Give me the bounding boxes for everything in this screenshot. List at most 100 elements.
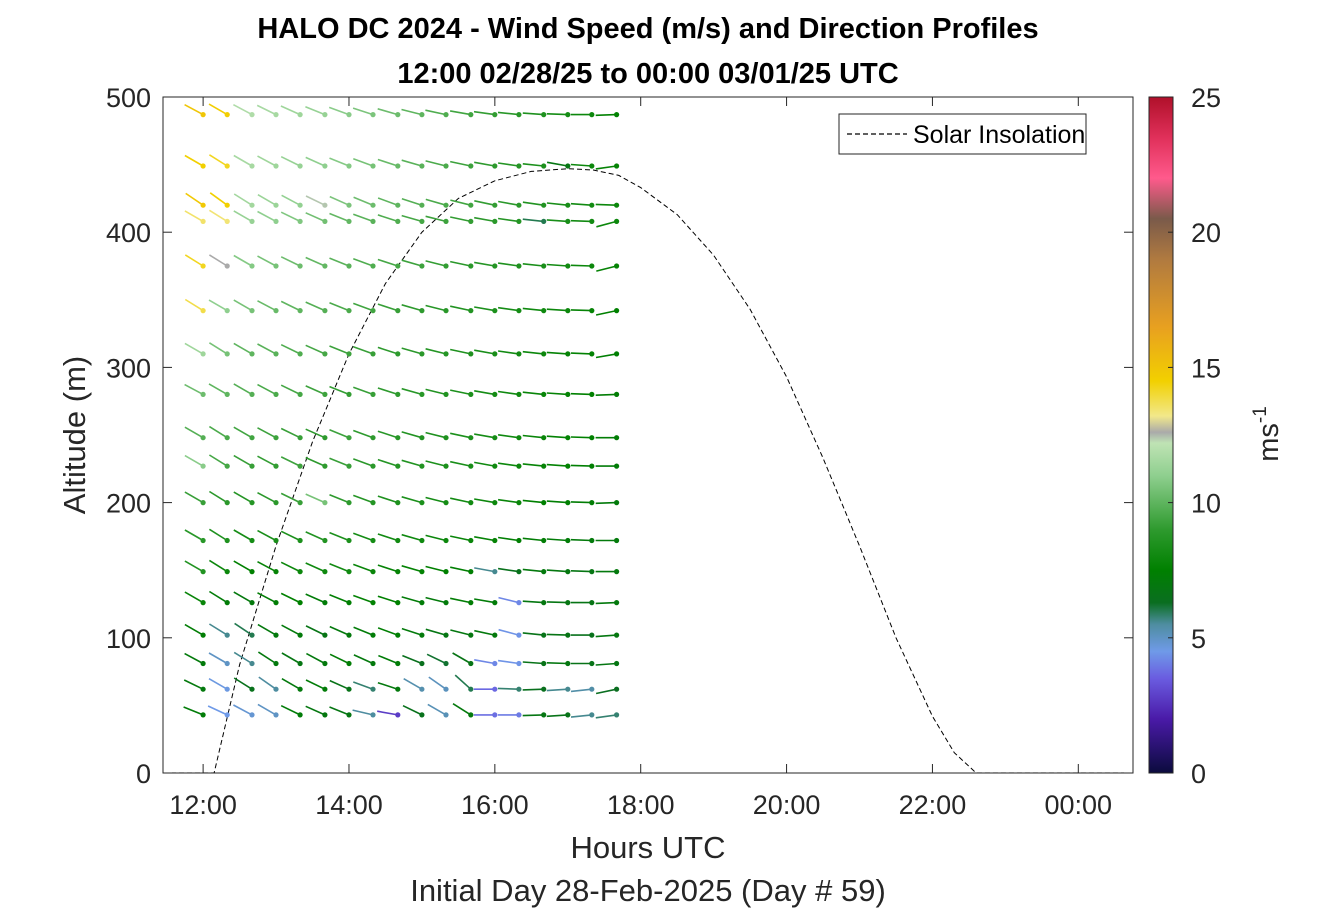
- wind-point: [322, 391, 328, 397]
- wind-point: [297, 500, 303, 506]
- wind-shaft: [570, 202, 592, 206]
- wind-point: [395, 308, 401, 314]
- wind-point: [565, 660, 571, 667]
- wind-shaft: [401, 159, 423, 167]
- wind-point: [589, 537, 595, 544]
- wind-shaft: [546, 263, 568, 267]
- wind-point: [200, 660, 206, 667]
- wind-point: [249, 263, 255, 269]
- wind-shaft: [257, 651, 277, 665]
- wind-shaft: [305, 625, 326, 636]
- wind-shaft: [281, 624, 301, 636]
- wind-point: [200, 435, 206, 441]
- wind-point: [346, 163, 352, 169]
- wind-shaft: [305, 705, 326, 716]
- wind-point: [200, 202, 206, 208]
- wind-shaft: [401, 496, 423, 504]
- wind-point: [516, 500, 522, 506]
- wind-shaft: [305, 531, 326, 542]
- wind-point: [443, 263, 449, 269]
- wind-point: [516, 600, 522, 606]
- wind-shaft: [280, 592, 301, 604]
- wind-point: [224, 391, 230, 397]
- wind-point: [322, 351, 328, 357]
- wind-point: [370, 218, 376, 224]
- wind-shaft: [595, 353, 617, 359]
- wind-point: [419, 218, 425, 224]
- wind-shaft: [352, 107, 374, 116]
- wind-point: [516, 686, 522, 692]
- wind-shaft: [257, 155, 277, 167]
- wind-point: [492, 712, 498, 718]
- wind-point: [395, 500, 401, 506]
- wind-shaft: [377, 158, 399, 167]
- wind-point: [346, 263, 352, 269]
- wind-point: [589, 600, 595, 606]
- wind-shaft: [497, 217, 520, 223]
- wind-point: [249, 112, 255, 118]
- wind-shaft: [426, 653, 447, 665]
- wind-shaft: [233, 677, 253, 690]
- wind-shaft: [329, 594, 350, 604]
- wind-shaft: [281, 194, 301, 206]
- wind-shaft: [546, 463, 568, 467]
- wind-shaft: [377, 564, 399, 573]
- wind-shaft: [280, 427, 301, 439]
- wind-shaft: [522, 263, 544, 267]
- wind-point: [541, 202, 547, 208]
- wind-point: [395, 435, 401, 441]
- wind-shaft: [402, 704, 423, 716]
- wind-shaft: [305, 593, 326, 604]
- wind-point: [322, 112, 328, 118]
- wind-shaft: [546, 538, 568, 542]
- wind-point: [297, 202, 303, 208]
- wind-point: [492, 218, 498, 224]
- wind-shaft: [257, 703, 277, 716]
- wind-shaft: [428, 676, 447, 690]
- wind-shaft: [570, 688, 592, 693]
- wind-point: [541, 500, 547, 506]
- wind-point: [370, 537, 376, 544]
- wind-shaft: [522, 661, 544, 665]
- colorbar-tick-label: 5: [1191, 624, 1206, 654]
- wind-shaft: [522, 632, 544, 636]
- wind-point: [273, 308, 279, 314]
- wind-shaft: [305, 344, 326, 355]
- wind-point: [614, 660, 620, 667]
- wind-shaft: [595, 203, 617, 206]
- wind-shaft: [497, 306, 520, 312]
- wind-shaft: [257, 343, 277, 355]
- wind-shaft: [233, 704, 253, 716]
- wind-point: [565, 163, 571, 169]
- wind-point: [565, 463, 571, 469]
- wind-point: [516, 569, 522, 575]
- wind-point: [492, 569, 498, 575]
- wind-point: [492, 263, 498, 269]
- wind-barb-layer: [183, 103, 620, 719]
- wind-shaft: [474, 306, 495, 312]
- wind-shaft: [184, 491, 204, 504]
- wind-shaft: [233, 426, 253, 439]
- wind-shaft: [353, 594, 374, 604]
- wind-point: [273, 686, 279, 692]
- wind-shaft: [546, 662, 568, 665]
- wind-shaft: [377, 108, 399, 116]
- wind-point: [224, 435, 230, 441]
- wind-shaft: [353, 626, 374, 636]
- wind-shaft: [546, 219, 568, 223]
- wind-shaft: [353, 429, 374, 439]
- wind-shaft: [570, 352, 592, 355]
- wind-shaft: [183, 706, 204, 716]
- wind-shaft: [595, 165, 617, 170]
- wind-point: [516, 351, 522, 357]
- wind-shaft: [377, 214, 399, 223]
- wind-shaft: [184, 454, 204, 467]
- wind-point: [224, 351, 230, 357]
- wind-point: [249, 202, 255, 208]
- wind-shaft: [546, 633, 568, 636]
- wind-shaft: [425, 431, 447, 439]
- wind-shaft: [377, 710, 398, 716]
- wind-point: [468, 391, 474, 397]
- wind-point: [516, 112, 522, 118]
